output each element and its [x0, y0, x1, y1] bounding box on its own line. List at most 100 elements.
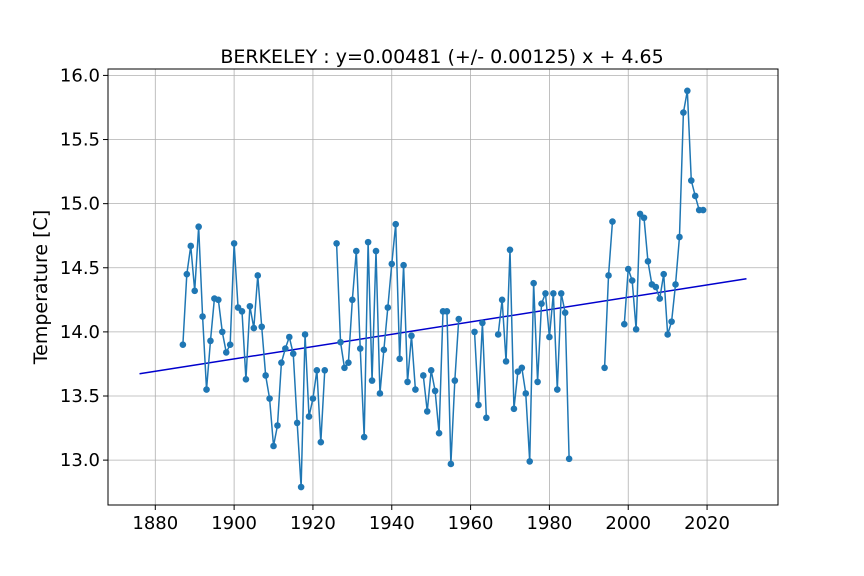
data-point — [475, 401, 482, 409]
data-point — [538, 300, 545, 307]
data-point — [372, 247, 380, 255]
data-point — [404, 378, 411, 386]
data-point — [218, 328, 226, 336]
data-point — [427, 367, 435, 374]
data-point — [471, 328, 478, 336]
data-point — [215, 296, 222, 304]
data-point — [274, 422, 281, 429]
data-point — [356, 345, 364, 352]
data-point — [691, 192, 699, 200]
data-point — [479, 319, 486, 327]
data-point — [530, 279, 537, 287]
data-point — [289, 350, 297, 357]
x-tick-label: 2000 — [605, 513, 651, 534]
x-tick-label: 1880 — [132, 513, 178, 534]
data-point — [396, 355, 403, 363]
data-point — [676, 233, 683, 241]
data-point — [542, 290, 549, 297]
data-point — [565, 455, 573, 463]
data-point — [628, 277, 636, 284]
data-point — [246, 302, 254, 310]
y-tick-label: 14.0 — [60, 322, 100, 343]
x-tick-label: 1940 — [369, 513, 415, 534]
data-point — [609, 218, 616, 225]
data-point — [230, 240, 238, 247]
x-tick-label: 1900 — [211, 513, 257, 534]
data-point — [498, 296, 506, 304]
data-point — [333, 240, 340, 247]
data-point — [337, 338, 344, 346]
data-point — [605, 272, 612, 279]
data-point — [684, 87, 691, 95]
data-point — [620, 320, 628, 328]
data-point — [380, 346, 388, 354]
data-point — [262, 372, 269, 379]
data-point — [392, 220, 400, 228]
data-point — [443, 308, 451, 315]
data-point — [195, 223, 202, 231]
data-point — [270, 442, 277, 450]
plot-area-frame — [107, 68, 779, 506]
data-point — [553, 386, 561, 393]
x-tick-label: 2020 — [684, 513, 730, 534]
x-tick-label: 1960 — [448, 513, 494, 534]
series-line-segment — [335, 224, 417, 438]
data-point — [447, 460, 455, 468]
data-point — [687, 177, 695, 184]
data-point — [254, 272, 262, 279]
x-tick-label: 1920 — [290, 513, 336, 534]
data-point — [345, 359, 352, 366]
data-point — [510, 405, 518, 413]
series-line-segment — [422, 310, 460, 464]
data-point — [199, 313, 206, 320]
data-point — [534, 378, 541, 386]
data-point — [506, 246, 514, 254]
data-point — [664, 331, 671, 338]
data-point — [632, 326, 640, 333]
data-point — [601, 364, 608, 372]
data-point — [672, 281, 679, 288]
data-point — [313, 367, 321, 374]
data-point — [368, 377, 376, 384]
data-point — [388, 260, 396, 268]
series-line-segment — [473, 322, 488, 418]
series-line-segment — [603, 221, 614, 368]
data-point — [305, 413, 313, 420]
data-point — [455, 315, 463, 323]
data-point — [179, 341, 187, 349]
data-point — [183, 270, 191, 278]
data-point — [317, 438, 325, 446]
y-tick-label: 13.0 — [60, 450, 100, 471]
data-point — [423, 408, 431, 415]
series-layer — [179, 87, 707, 491]
data-point — [660, 270, 668, 278]
data-point — [349, 296, 356, 304]
data-point — [282, 345, 289, 352]
data-point — [526, 458, 534, 465]
data-point — [187, 242, 195, 250]
data-point — [494, 331, 502, 338]
data-point — [400, 261, 407, 269]
data-point — [522, 390, 530, 397]
y-tick-label: 13.5 — [60, 386, 100, 407]
data-point — [258, 323, 266, 331]
data-point — [266, 395, 273, 402]
y-tick-label: 15.5 — [60, 130, 100, 151]
data-point — [360, 433, 368, 441]
series-line-segment — [623, 90, 704, 335]
data-point — [546, 333, 553, 341]
data-point — [309, 395, 317, 402]
data-point — [557, 290, 565, 297]
data-point — [364, 238, 372, 246]
data-point — [222, 349, 230, 356]
data-point — [502, 358, 510, 365]
data-point — [207, 337, 214, 345]
data-point — [341, 364, 348, 372]
data-point — [561, 309, 569, 316]
data-point — [203, 386, 210, 393]
data-point — [640, 214, 648, 222]
data-point — [412, 386, 419, 393]
data-point — [644, 258, 652, 265]
data-point — [376, 390, 384, 397]
data-point — [419, 372, 427, 379]
